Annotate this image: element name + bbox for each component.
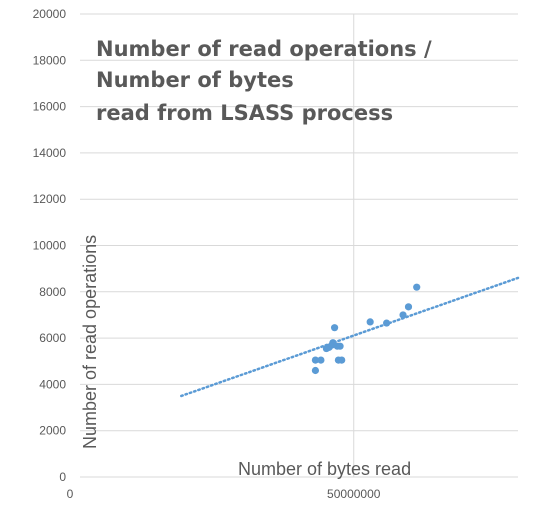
data-points <box>311 283 421 375</box>
y-tick-label: 10000 <box>33 239 67 253</box>
y-tick-label: 4000 <box>39 377 66 391</box>
x-axis-title: Number of bytes read <box>238 459 411 479</box>
y-tick-label: 2000 <box>39 424 66 438</box>
x-tick-label: 0 <box>67 487 74 501</box>
y-tick-label: 6000 <box>39 331 66 345</box>
y-tick-label: 14000 <box>33 146 67 160</box>
chart-title-line-2: Number of bytes <box>96 68 294 92</box>
y-tick-label: 20000 <box>33 7 67 21</box>
y-tick-label: 12000 <box>33 192 67 206</box>
data-point <box>311 366 320 375</box>
y-tick-label: 18000 <box>33 53 67 67</box>
data-point <box>383 319 391 327</box>
x-tick-label: 50000000 <box>327 487 381 501</box>
data-point <box>338 356 346 364</box>
y-tick-label: 16000 <box>33 100 67 114</box>
data-point <box>399 311 407 319</box>
gridlines <box>80 13 518 478</box>
x-axis-ticks: 0 50000000 <box>67 487 381 501</box>
data-point <box>311 356 320 364</box>
data-point <box>317 356 325 364</box>
trendline <box>180 276 520 398</box>
y-tick-label: 0 <box>59 470 66 484</box>
data-point <box>336 342 344 350</box>
y-axis-title: Number of read operations <box>80 235 100 449</box>
y-tick-label: 8000 <box>39 285 66 299</box>
data-point <box>366 318 374 326</box>
chart-title-line-3: read from LSASS process <box>96 101 393 125</box>
trendline-layer <box>180 276 520 398</box>
data-point <box>330 324 339 332</box>
data-point <box>413 283 421 291</box>
data-point <box>404 303 413 311</box>
chart-title-line-1: Number of read operations / <box>96 37 432 61</box>
y-axis-ticks: 0 2000 4000 6000 8000 10000 12000 14000 16000 180… <box>33 7 67 484</box>
